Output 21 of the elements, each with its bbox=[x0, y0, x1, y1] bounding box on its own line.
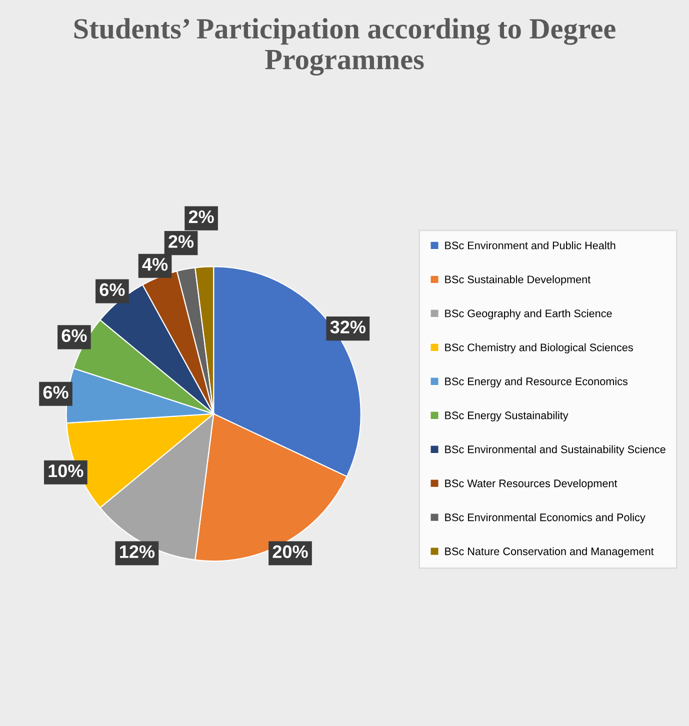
legend-label: BSc Environmental and Sustainability Science bbox=[445, 445, 666, 456]
chart-title: Students’ Participation according to Degree Programmes bbox=[74, 18, 616, 76]
data-label: 2% bbox=[188, 210, 214, 224]
legend-label: BSc Chemistry and Biological Sciences bbox=[445, 343, 633, 354]
data-label: 20% bbox=[272, 545, 308, 558]
legend-label: BSc Geography and Earth Science bbox=[445, 309, 612, 320]
data-label: 10% bbox=[48, 464, 84, 478]
legend-label: BSc Environmental Economics and Policy bbox=[445, 513, 646, 524]
legend-label: BSc Water Resources Development bbox=[445, 479, 618, 490]
data-label: 2% bbox=[168, 235, 194, 248]
legend-label: BSc Energy Sustainability bbox=[445, 411, 568, 422]
legend-label: BSc Sustainable Development bbox=[445, 275, 591, 286]
legend-label: BSc Energy and Resource Economics bbox=[445, 377, 628, 388]
data-label: 6% bbox=[62, 329, 87, 342]
legend-label: BSc Environment and Public Health bbox=[445, 241, 616, 250]
data-label: 6% bbox=[43, 386, 68, 399]
data-label: 12% bbox=[120, 545, 155, 558]
data-label: 6% bbox=[100, 283, 125, 296]
data-label: 4% bbox=[142, 258, 168, 271]
legend-label: BSc Nature Conservation and Management bbox=[445, 547, 654, 558]
data-label: 32% bbox=[330, 320, 366, 334]
